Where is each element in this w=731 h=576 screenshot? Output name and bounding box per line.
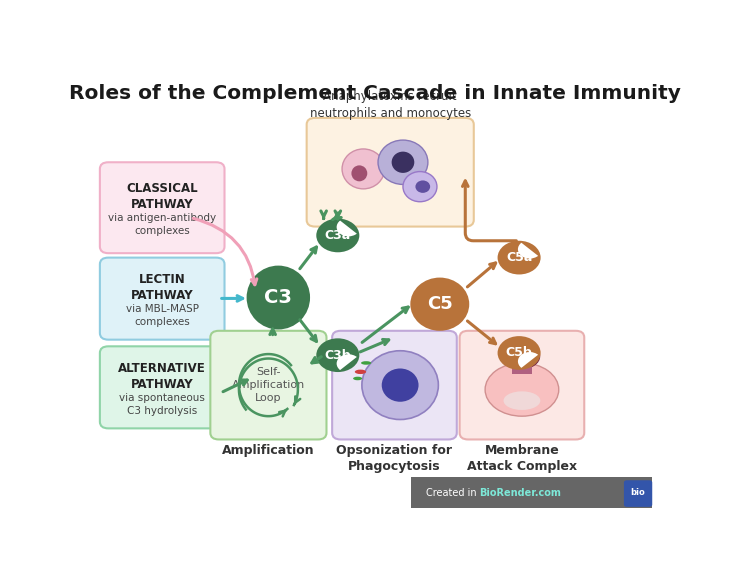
Ellipse shape	[392, 151, 414, 173]
Text: Anaphylatoxins recruit
neutrophils and monocytes: Anaphylatoxins recruit neutrophils and m…	[310, 90, 471, 120]
Text: Amplification: Amplification	[222, 444, 315, 457]
Ellipse shape	[485, 363, 558, 416]
Ellipse shape	[504, 391, 540, 410]
Ellipse shape	[498, 336, 541, 370]
Ellipse shape	[410, 278, 469, 331]
Ellipse shape	[382, 369, 419, 402]
Ellipse shape	[362, 351, 439, 419]
Text: Opsonization for
Phagocytosis: Opsonization for Phagocytosis	[336, 444, 452, 473]
Ellipse shape	[504, 344, 539, 369]
Ellipse shape	[353, 377, 362, 380]
Wedge shape	[518, 352, 538, 368]
Ellipse shape	[246, 266, 310, 329]
Text: Membrane
Attack Complex: Membrane Attack Complex	[467, 444, 577, 473]
FancyBboxPatch shape	[100, 257, 224, 340]
Ellipse shape	[317, 218, 360, 252]
Text: via spontaneous
C3 hydrolysis: via spontaneous C3 hydrolysis	[119, 393, 205, 416]
FancyBboxPatch shape	[460, 331, 584, 439]
Text: BioRender.com: BioRender.com	[480, 488, 561, 498]
Wedge shape	[337, 221, 357, 236]
FancyBboxPatch shape	[211, 331, 327, 439]
FancyBboxPatch shape	[332, 331, 457, 439]
Text: C3a: C3a	[325, 229, 351, 242]
FancyBboxPatch shape	[412, 477, 652, 508]
Ellipse shape	[498, 241, 541, 275]
Text: CLASSICAL
PATHWAY: CLASSICAL PATHWAY	[126, 182, 198, 211]
Text: Created in: Created in	[425, 488, 480, 498]
Text: C3: C3	[265, 288, 292, 307]
Ellipse shape	[317, 338, 360, 372]
Ellipse shape	[355, 370, 366, 374]
FancyBboxPatch shape	[307, 118, 474, 226]
FancyBboxPatch shape	[624, 480, 652, 507]
Text: via MBL-MASP
complexes: via MBL-MASP complexes	[126, 304, 199, 327]
Wedge shape	[518, 242, 538, 259]
Text: LECTIN
PATHWAY: LECTIN PATHWAY	[131, 273, 194, 302]
Ellipse shape	[361, 361, 371, 365]
Bar	[512, 357, 532, 374]
Ellipse shape	[352, 165, 367, 181]
Ellipse shape	[415, 180, 430, 193]
Text: C5a: C5a	[506, 251, 532, 264]
Wedge shape	[337, 354, 357, 370]
Ellipse shape	[378, 140, 428, 184]
Text: C5: C5	[427, 295, 452, 313]
Ellipse shape	[342, 149, 385, 189]
Text: ALTERNATIVE
PATHWAY: ALTERNATIVE PATHWAY	[118, 362, 206, 391]
Text: C5b: C5b	[506, 347, 532, 359]
Text: bio: bio	[631, 488, 645, 497]
FancyBboxPatch shape	[100, 162, 224, 253]
Text: via antigen-antibody
complexes: via antigen-antibody complexes	[108, 213, 216, 236]
Ellipse shape	[403, 172, 437, 202]
Text: Roles of the Complement Cascade in Innate Immunity: Roles of the Complement Cascade in Innat…	[69, 84, 681, 103]
Text: Self-
Amplification
Loop: Self- Amplification Loop	[232, 367, 305, 403]
Text: C3b: C3b	[325, 348, 351, 362]
FancyBboxPatch shape	[100, 346, 224, 429]
